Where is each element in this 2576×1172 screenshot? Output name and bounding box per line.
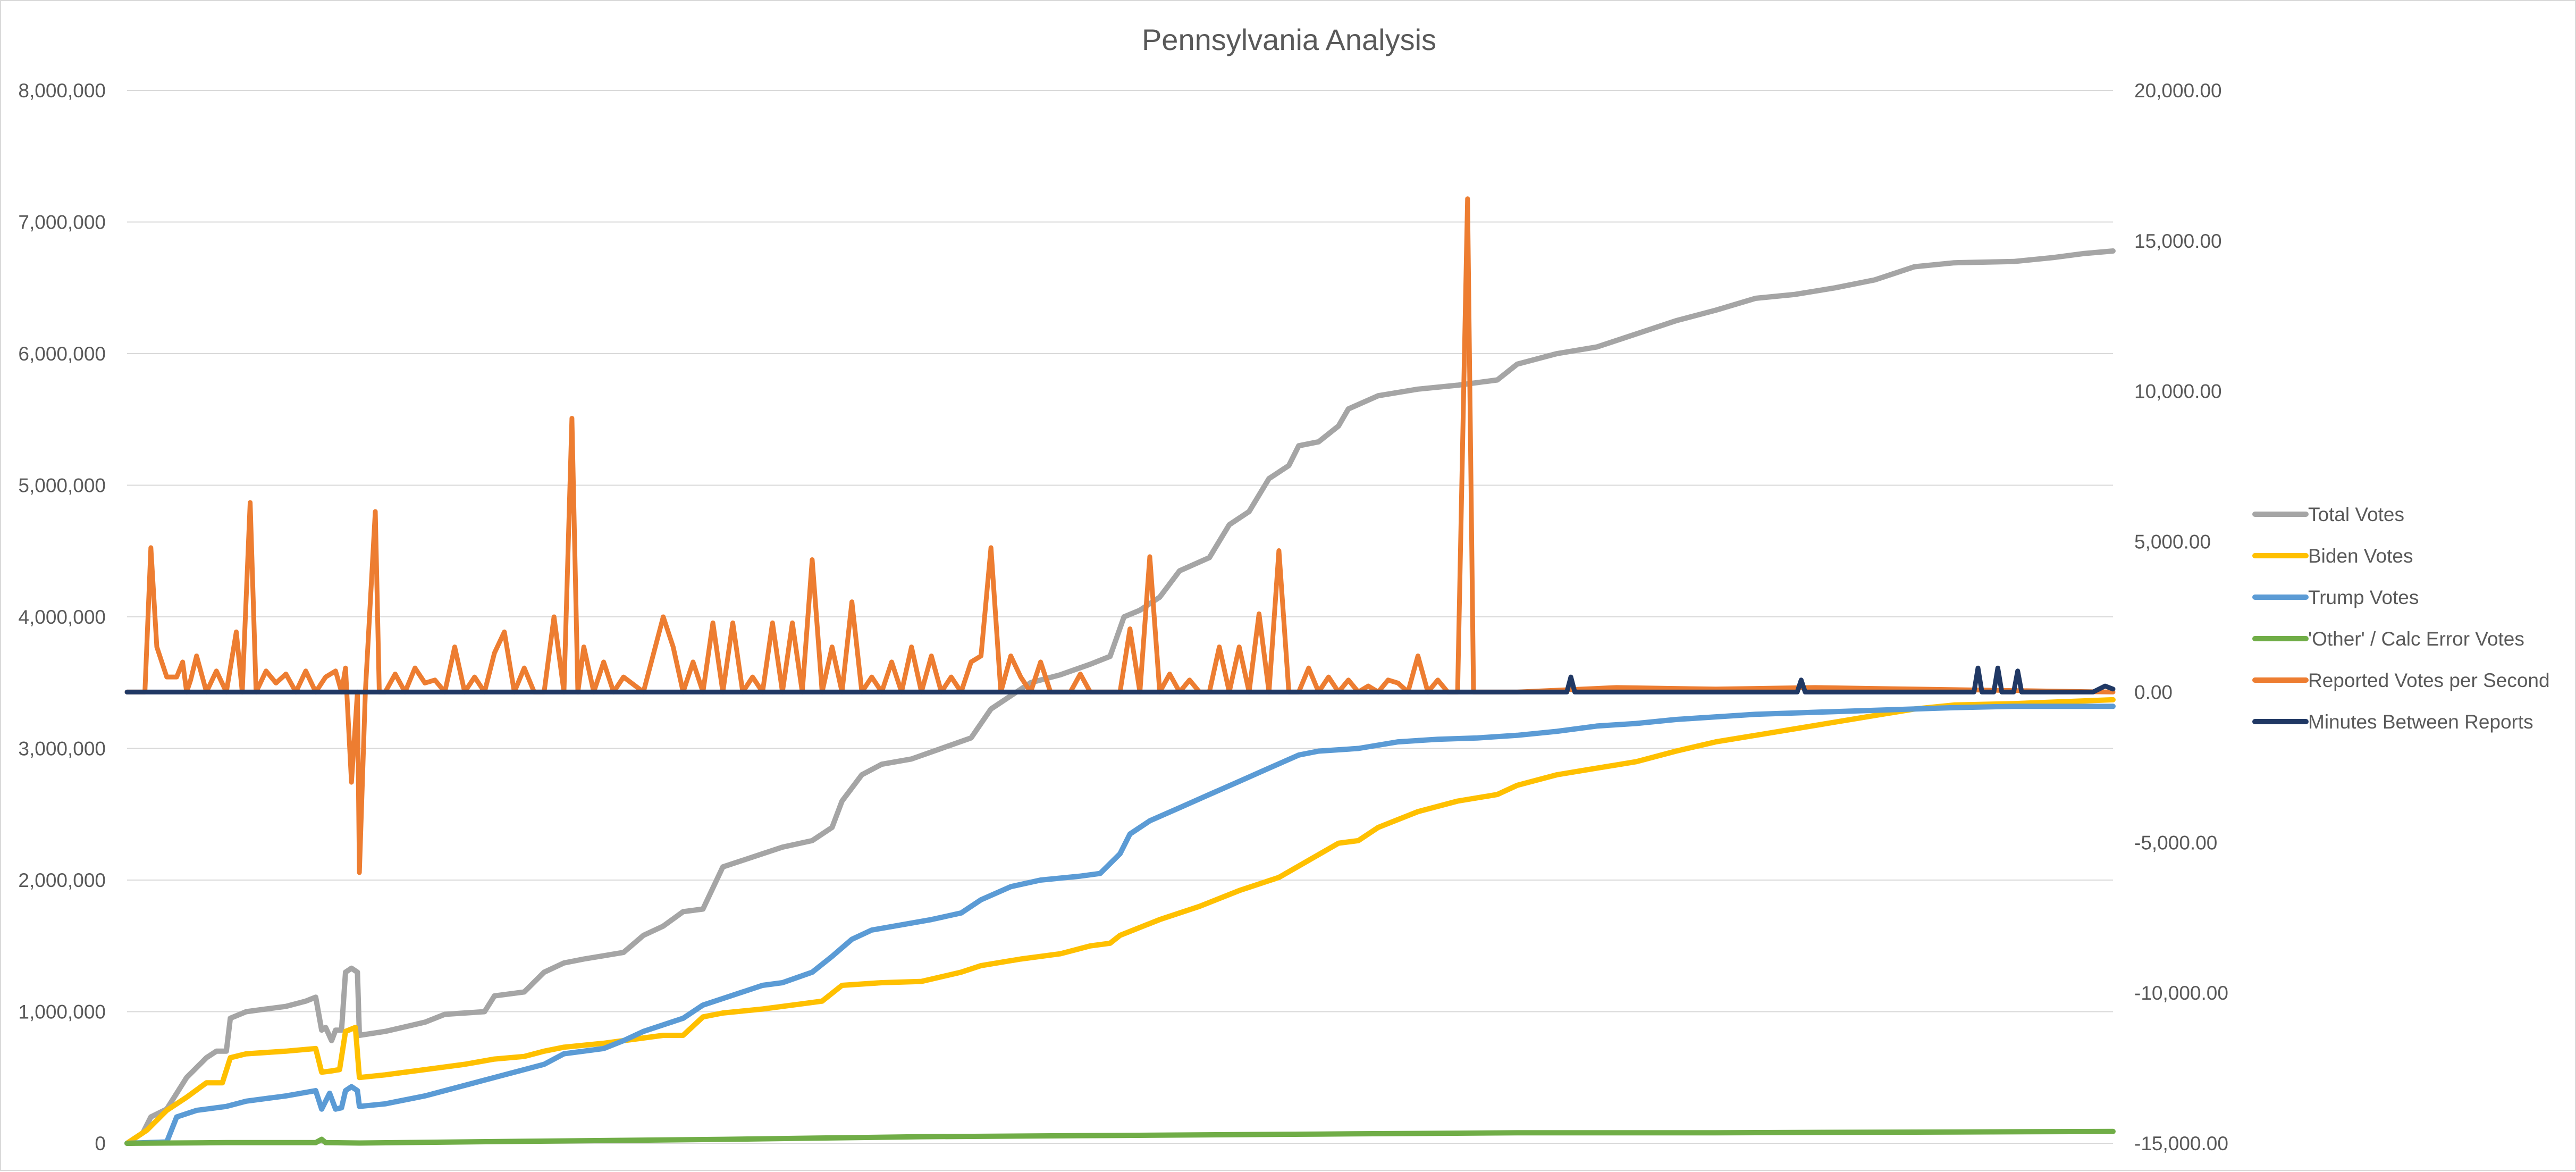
left-axis: 0 1,000,000 2,000,000 3,000,000 4,000,000 5,0… bbox=[18, 80, 106, 1154]
right-tick-label: -10,000.00 bbox=[2134, 982, 2228, 1004]
series-layer bbox=[124, 196, 2116, 1146]
left-tick-label: 0 bbox=[95, 1133, 106, 1154]
series-line-trump-votes bbox=[124, 704, 2116, 1146]
right-tick-label: -15,000.00 bbox=[2134, 1133, 2228, 1154]
legend-label: Reported Votes per Second bbox=[2308, 669, 2550, 691]
series-line-minutes-between-reports bbox=[124, 665, 2116, 694]
legend-item-minutes-between-reports: Minutes Between Reports bbox=[2252, 711, 2533, 733]
left-tick-label: 2,000,000 bbox=[18, 869, 106, 891]
left-tick-label: 7,000,000 bbox=[18, 212, 106, 233]
series-line-biden-votes bbox=[124, 697, 2116, 1146]
right-tick-label: 10,000.00 bbox=[2134, 381, 2222, 403]
legend-item-reported-votes-per-second: Reported Votes per Second bbox=[2252, 669, 2550, 691]
left-tick-label: 8,000,000 bbox=[18, 80, 106, 102]
left-tick-label: 5,000,000 bbox=[18, 475, 106, 497]
series-line-total-votes bbox=[124, 248, 2116, 1146]
right-axis: -15,000.00 -10,000.00 -5,000.00 0.00 5,000.0… bbox=[2134, 80, 2228, 1154]
legend-label: 'Other' / Calc Error Votes bbox=[2308, 628, 2524, 650]
right-tick-label: 5,000.00 bbox=[2134, 531, 2211, 553]
legend-label: Minutes Between Reports bbox=[2308, 711, 2533, 733]
gridlines bbox=[127, 90, 2113, 1144]
legend-label: Trump Votes bbox=[2308, 587, 2419, 608]
chart-title: Pennsylvania Analysis bbox=[1142, 23, 1436, 56]
right-tick-label: 15,000.00 bbox=[2134, 230, 2222, 252]
left-tick-label: 1,000,000 bbox=[18, 1001, 106, 1023]
left-tick-label: 6,000,000 bbox=[18, 343, 106, 365]
left-tick-label: 4,000,000 bbox=[18, 606, 106, 628]
legend-item-total-votes: Total Votes bbox=[2252, 504, 2404, 525]
right-tick-label: 0.00 bbox=[2134, 681, 2173, 703]
series-line-reported-votes-per-second bbox=[124, 196, 2116, 875]
series-line-other-calc-error-votes bbox=[124, 1128, 2116, 1146]
right-tick-label: -5,000.00 bbox=[2134, 832, 2217, 853]
legend-label: Biden Votes bbox=[2308, 545, 2413, 567]
right-tick-label: 20,000.00 bbox=[2134, 80, 2222, 102]
legend-item-trump-votes: Trump Votes bbox=[2252, 587, 2419, 608]
legend-label: Total Votes bbox=[2308, 504, 2404, 525]
legend-item-biden-votes: Biden Votes bbox=[2252, 545, 2413, 567]
legend: Total Votes Biden Votes Trump Votes 'Other'… bbox=[2252, 504, 2550, 733]
left-tick-label: 3,000,000 bbox=[18, 738, 106, 760]
legend-item-other-calc-error-votes: 'Other' / Calc Error Votes bbox=[2252, 628, 2524, 650]
